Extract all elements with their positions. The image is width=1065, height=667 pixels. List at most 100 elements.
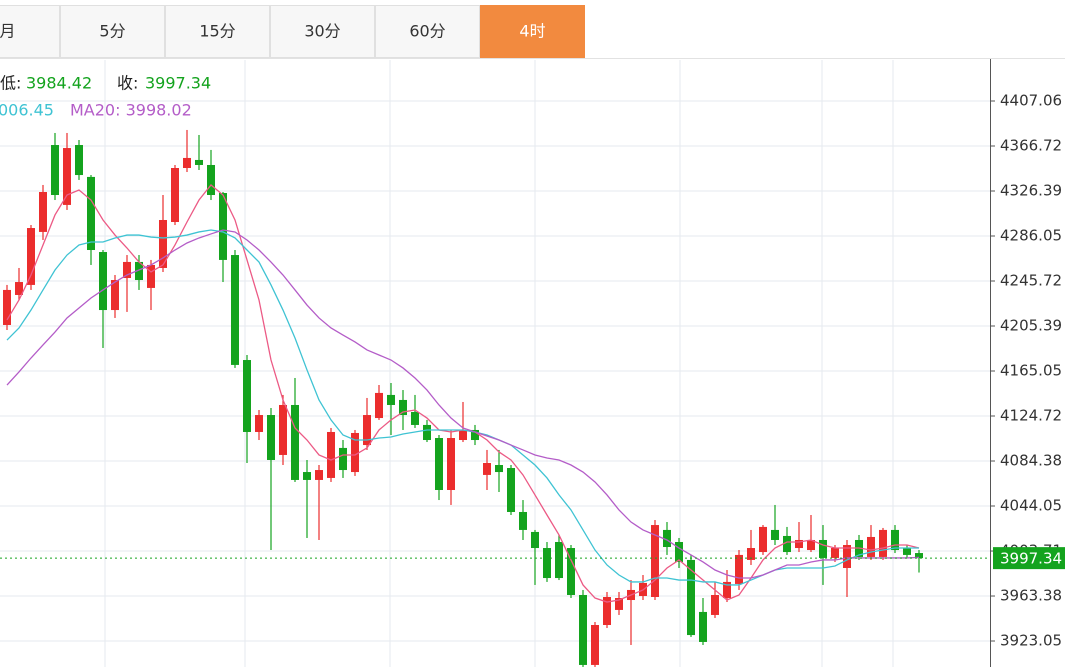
candle-body: [555, 541, 563, 579]
candle-body: [207, 164, 215, 196]
ma-label: MA20: 3998.02: [70, 101, 192, 120]
y-tick-label: 4165.05: [1000, 362, 1062, 380]
candle-body: [747, 548, 755, 560]
candle-body: [495, 465, 503, 473]
tab[interactable]: [375, 5, 480, 58]
y-axis: 4407.06 4366.72 4326.39 4286.05 4245.72 4205.…: [990, 91, 1065, 650]
candle-body: [891, 529, 899, 551]
candle-body: [531, 531, 539, 549]
candle-body: [339, 447, 347, 471]
candle-body: [279, 404, 287, 455]
tab[interactable]: [0, 5, 60, 58]
candle-body: [483, 463, 491, 475]
candle-body: [807, 539, 815, 551]
last-price-label: 3997.34: [1000, 550, 1062, 568]
candle-body: [903, 548, 911, 555]
candle-body: [543, 548, 551, 579]
tab-label[interactable]: 15分: [199, 22, 235, 41]
candle-body: [147, 264, 155, 288]
candle-body: [63, 148, 71, 205]
ma-line: [6, 184, 920, 603]
candle-body: [195, 159, 203, 165]
candle-body: [27, 228, 35, 285]
candle-body: [459, 429, 467, 441]
candle-body: [219, 192, 227, 260]
candle-body: [351, 432, 359, 473]
tab-label[interactable]: 5分: [99, 22, 125, 41]
candle-body: [843, 545, 851, 568]
candle-body: [699, 611, 707, 642]
tab[interactable]: [270, 5, 375, 58]
candle-body: [123, 261, 131, 279]
tabs: 月 5分 15分 30分 60分 4时: [0, 5, 585, 58]
info-label: 收:: [117, 74, 138, 93]
candle-body: [591, 625, 599, 665]
candle-body: [423, 424, 431, 441]
candle-body: [447, 438, 455, 491]
candle-body: [183, 157, 191, 169]
ma-label: 006.45: [0, 101, 54, 120]
tab-label[interactable]: 月: [0, 22, 16, 41]
candle-body: [87, 176, 95, 251]
candle-body: [471, 429, 479, 441]
y-tick-label: 4044.05: [1000, 497, 1062, 515]
candle-body: [303, 472, 311, 480]
candle-body: [135, 261, 143, 281]
candle-body: [759, 526, 767, 553]
tab-label[interactable]: 4时: [519, 22, 545, 41]
candle-body: [519, 511, 527, 530]
y-tick-label: 3923.05: [1000, 632, 1062, 650]
candle-body: [783, 535, 791, 553]
info-value: 3997.34: [145, 74, 211, 93]
tab[interactable]: [60, 5, 165, 58]
candle-body: [795, 539, 803, 549]
candle-body: [315, 470, 323, 480]
candle-body: [867, 536, 875, 557]
y-tick-label: 4407.06: [1000, 91, 1062, 109]
candle-body: [435, 438, 443, 491]
candle-body: [711, 594, 719, 615]
candle-body: [231, 255, 239, 365]
candle-body: [399, 399, 407, 416]
candle-body: [735, 554, 743, 584]
candle-body: [663, 529, 671, 548]
candle-body: [723, 581, 731, 599]
candle-body: [255, 415, 263, 432]
candle-body: [651, 525, 659, 597]
candle-body: [879, 529, 887, 557]
candle-body: [51, 145, 59, 196]
candle-body: [579, 594, 587, 665]
y-tick-label: 4124.72: [1000, 407, 1062, 425]
candle-body: [567, 548, 575, 595]
candle-body: [819, 539, 827, 558]
y-tick-label: 4205.39: [1000, 317, 1062, 335]
y-tick-label: 4326.39: [1000, 181, 1062, 199]
y-tick-label: 4245.72: [1000, 272, 1062, 290]
candle-body: [159, 219, 167, 268]
candle-body: [363, 415, 371, 446]
candle-body: [15, 282, 23, 295]
candle-body: [171, 168, 179, 223]
ma-line: [6, 229, 920, 579]
tab-label[interactable]: 30分: [304, 22, 340, 41]
candle-body: [243, 360, 251, 432]
candle-body: [507, 468, 515, 512]
tab-label[interactable]: 60分: [409, 22, 445, 41]
candle-body: [411, 412, 419, 425]
candle-body: [687, 559, 695, 636]
candle-body: [111, 280, 119, 311]
candle-body: [771, 529, 779, 540]
tab[interactable]: [165, 5, 270, 58]
y-tick-label: 4286.05: [1000, 227, 1062, 245]
last-price-badge: [993, 547, 1065, 570]
candle-body: [267, 415, 275, 460]
candle-body: [99, 252, 107, 311]
tab[interactable]: [480, 5, 585, 58]
candle-body: [375, 392, 383, 419]
grid: [104, 60, 894, 667]
info-panel: 低: 3984.42 收: 3997.34 006.45 MA20: 3998.02: [0, 74, 211, 120]
info-value: 3984.42: [26, 74, 92, 93]
y-tick-label: 3963.38: [1000, 587, 1062, 605]
